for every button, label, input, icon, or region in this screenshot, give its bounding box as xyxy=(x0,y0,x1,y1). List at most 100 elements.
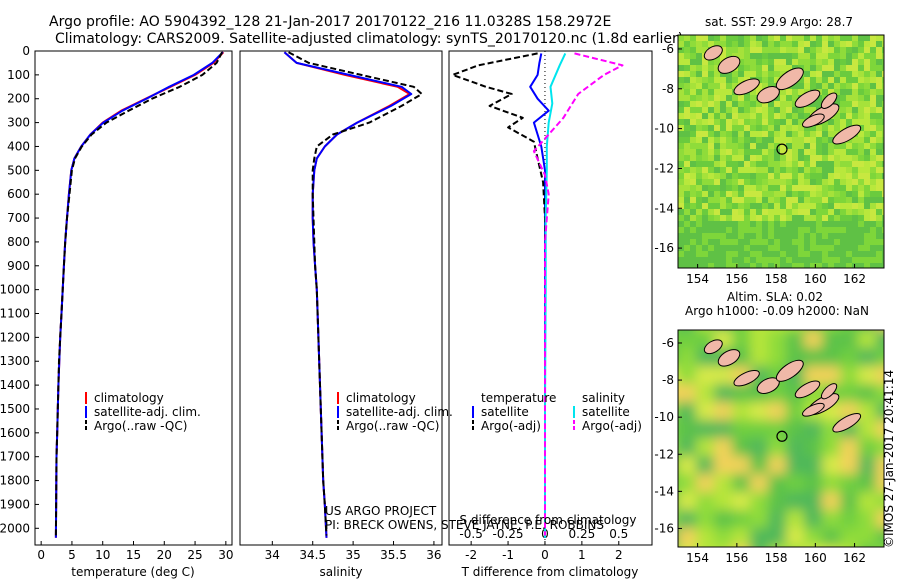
island-shape xyxy=(832,124,862,145)
depth-tick-label: 1200 xyxy=(0,330,30,344)
island-shape xyxy=(794,89,821,108)
map-x-tick-label: 154 xyxy=(686,551,709,565)
legend-label-argo: Argo(..raw -QC) xyxy=(94,419,187,433)
island-shape xyxy=(802,402,825,417)
sst-map-axes: 154 156 158 160 162 -6 -8 -10 -12 -14 -16 xyxy=(654,42,866,286)
map-x-tick-label: 158 xyxy=(765,272,788,286)
x-tick-label: 15 xyxy=(126,548,141,562)
credit-pi: PI: BRECK OWENS, STEVE JAYNE, P.E. ROBBI… xyxy=(325,518,604,532)
argo-float-marker xyxy=(776,143,788,155)
depth-tick-label: 400 xyxy=(7,139,30,153)
depth-tick-label: 1600 xyxy=(0,426,30,440)
imos-timestamp: ©IMOS 27-Jan-2017 20:41:14 xyxy=(882,370,896,548)
difference-profiles xyxy=(451,51,624,545)
island-shape xyxy=(832,413,862,433)
difference-axis: -2 -1 0 1 2-0.5 -0.25 0 0.25 0.5 xyxy=(459,527,628,562)
x-tick-label: -2 xyxy=(465,548,477,562)
map-y-tick-label: -6 xyxy=(662,336,674,350)
map-y-tick-label: -12 xyxy=(654,447,674,461)
series-line-climatology xyxy=(283,51,411,538)
sla-map-title-2: Argo h1000: -0.09 h2000: NaN xyxy=(685,304,869,318)
x-tick-label: 20 xyxy=(157,548,172,562)
depth-tick-label: 1100 xyxy=(0,307,30,321)
island-shape xyxy=(820,92,838,109)
s-tick-label: -0.5 xyxy=(459,527,482,541)
x-tick-label: 36 xyxy=(426,548,441,562)
map-y-tick-label: -16 xyxy=(654,521,674,535)
sst-map-frame xyxy=(677,34,885,269)
series-line-argo-adj- xyxy=(451,52,546,536)
difference-xlabel: T difference from climatology xyxy=(461,565,639,579)
depth-tick-label: 1700 xyxy=(0,450,30,464)
salinity-xlabel: salinity xyxy=(319,565,362,579)
depth-tick-label: 300 xyxy=(7,116,30,130)
map-y-tick-label: -8 xyxy=(662,82,674,96)
sla-map xyxy=(678,330,884,547)
x-tick-label: 5 xyxy=(68,548,76,562)
series-line-argo-raw-qc- xyxy=(288,51,423,536)
island-shape xyxy=(775,67,804,91)
island-shape xyxy=(775,359,804,382)
x-tick-label: 30 xyxy=(218,548,233,562)
temperature-profiles xyxy=(54,51,225,538)
sla-map-title-1: Altim. SLA: 0.02 xyxy=(727,290,823,304)
depth-tick-label: 1300 xyxy=(0,354,30,368)
s-difference-xlabel: S difference from climatology xyxy=(460,513,637,527)
title-line-1: Argo profile: AO 5904392_128 21-Jan-2017… xyxy=(49,14,611,30)
island-shape xyxy=(703,45,723,61)
depth-tick-label: 2000 xyxy=(0,521,30,535)
credit-project: US ARGO PROJECT xyxy=(325,504,437,518)
legend-header-temperature: temperature xyxy=(481,391,556,405)
island-shape xyxy=(794,380,821,399)
temperature-xlabel: temperature (deg C) xyxy=(71,565,194,579)
salinity-axis: 34 34.5 35 35.5 36 xyxy=(265,541,442,562)
legend-label-argo: Argo(..raw -QC) xyxy=(346,419,439,433)
island-shape xyxy=(717,55,741,74)
map-y-tick-label: -12 xyxy=(654,161,674,175)
island-shape xyxy=(717,349,741,367)
title-line-2: Climatology: CARS2009. Satellite-adjuste… xyxy=(55,31,683,47)
depth-tick-label: 100 xyxy=(7,68,30,82)
map-y-tick-label: -16 xyxy=(654,241,674,255)
x-tick-label: 1 xyxy=(578,548,586,562)
depth-tick-label: 800 xyxy=(7,235,30,249)
map-x-tick-label: 154 xyxy=(686,272,709,286)
x-tick-label: 34.5 xyxy=(299,548,326,562)
x-tick-label: -1 xyxy=(502,548,514,562)
sst-map-title: sat. SST: 29.9 Argo: 28.7 xyxy=(705,15,853,29)
x-tick-label: 10 xyxy=(95,548,110,562)
temperature-axis: 0 5 10 15 20 25 30 xyxy=(37,541,233,562)
map-y-tick-label: -10 xyxy=(654,122,674,136)
depth-tick-label: 200 xyxy=(7,92,30,106)
difference-panel-frame xyxy=(448,50,653,546)
legend-label-t-argo: Argo(-adj) xyxy=(481,419,541,433)
series-line-satellite xyxy=(544,52,567,538)
map-y-tick-label: -14 xyxy=(654,201,674,215)
legend-header-salinity: salinity xyxy=(582,391,625,405)
argo-float-marker xyxy=(776,430,788,442)
island-shape xyxy=(733,78,760,96)
depth-tick-label: 1000 xyxy=(0,283,30,297)
map-y-tick-label: -14 xyxy=(654,484,674,498)
temperature-legend: climatology satellite-adj. clim. Argo(..… xyxy=(85,391,201,433)
x-tick-label: 25 xyxy=(187,548,202,562)
s-tick-label: 0.5 xyxy=(609,527,628,541)
legend-label-climatology: climatology xyxy=(94,391,164,405)
legend-label-s-satellite: satellite xyxy=(582,405,630,419)
temperature-panel-frame xyxy=(34,50,233,546)
map-y-tick-label: -8 xyxy=(662,373,674,387)
map-x-tick-label: 156 xyxy=(725,272,748,286)
map-x-tick-label: 160 xyxy=(804,272,827,286)
depth-tick-label: 1900 xyxy=(0,497,30,511)
x-tick-label: 34 xyxy=(265,548,280,562)
series-line-argo-adj- xyxy=(532,52,624,536)
map-x-tick-label: 160 xyxy=(804,551,827,565)
s-tick-label: -0.25 xyxy=(493,527,524,541)
series-line-satellite-adj-clim- xyxy=(54,51,224,538)
island-shape xyxy=(733,370,760,387)
depth-tick-label: 700 xyxy=(7,211,30,225)
island-shape xyxy=(802,113,825,128)
island-shape xyxy=(703,339,723,355)
sla-map-axes: 154 156 158 160 162 -6 -8 -10 -12 -14 -16 xyxy=(654,336,866,565)
